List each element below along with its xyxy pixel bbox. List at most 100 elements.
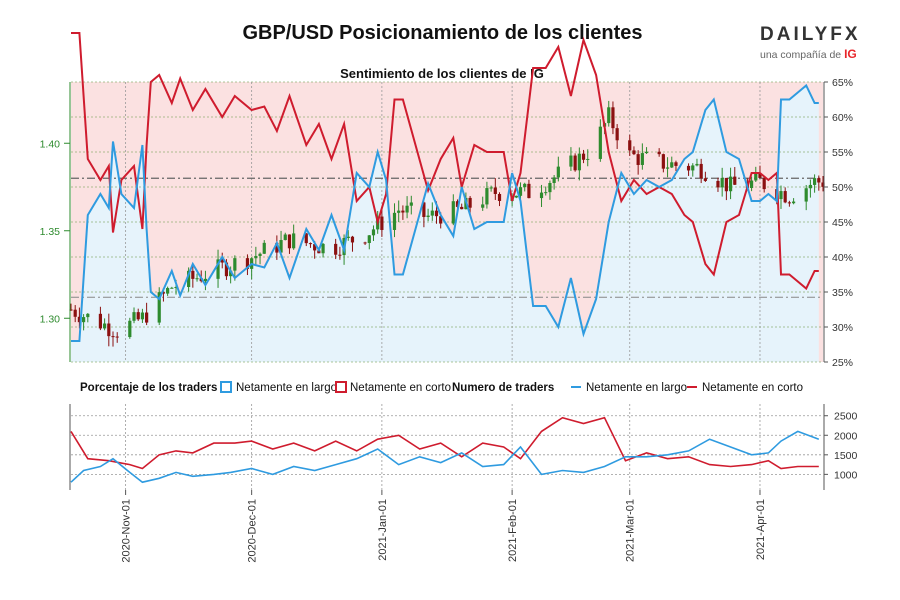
- right-tick-label: 50%: [832, 182, 853, 194]
- candle-body: [812, 178, 817, 185]
- x-tick-label: 2020-Nov-01: [121, 499, 133, 563]
- candle-body: [703, 178, 707, 181]
- right-tick-label: 45%: [832, 217, 853, 229]
- candle-body: [716, 180, 720, 188]
- candle-body: [313, 244, 317, 251]
- candle-body: [258, 253, 262, 256]
- candle-body: [430, 210, 434, 216]
- long-count-line: [70, 430, 820, 484]
- candle-body: [808, 184, 812, 189]
- candle-body: [628, 140, 632, 151]
- brand-subtitle: una compañía de IG: [760, 47, 870, 61]
- candle-body: [363, 242, 367, 244]
- candle-body: [191, 270, 195, 279]
- candle-body: [166, 288, 170, 294]
- count-tick-label: 1000: [834, 469, 858, 481]
- candle-body: [821, 182, 825, 187]
- candle-body: [724, 177, 728, 192]
- candle-body: [485, 188, 489, 205]
- count-tick-label: 1500: [834, 450, 858, 462]
- candle-body: [283, 234, 287, 241]
- candle-body: [518, 187, 523, 196]
- right-tick-label: 65%: [832, 77, 853, 89]
- short-pct-line: [71, 32, 819, 291]
- candle-body: [523, 183, 527, 188]
- candle-body: [573, 155, 577, 171]
- chart-subtitle: Sentimiento de los clientes de IG: [340, 66, 544, 81]
- candle-body: [779, 191, 783, 200]
- candle-body: [699, 163, 703, 179]
- candle-body: [233, 258, 237, 271]
- dailyfx-logo[interactable]: DAILYFX una compañía de IG: [760, 24, 870, 61]
- legend-pct-long: Netamente en largo: [236, 382, 337, 394]
- legend-long-swatch: [220, 381, 232, 393]
- candle-body: [275, 242, 279, 253]
- legend-count-title: Numero de traders: [452, 382, 554, 394]
- candle-body: [497, 193, 502, 201]
- candle-body: [556, 166, 560, 178]
- candle-body: [161, 292, 166, 294]
- candle-body: [103, 323, 107, 329]
- left-axis-ticks: 1.30 1.35 1.40: [40, 138, 70, 325]
- x-tick-label: 2021-Mar-01: [625, 499, 637, 562]
- candle-body: [350, 236, 355, 243]
- candle-body: [98, 313, 103, 329]
- ig-logo: IG: [844, 47, 857, 61]
- candle-body: [346, 236, 350, 238]
- candle-body: [216, 259, 220, 279]
- candle-body: [321, 243, 325, 254]
- long-pct-line: [71, 83, 819, 342]
- candle-body: [489, 187, 493, 189]
- candle-body: [527, 183, 531, 199]
- candle-body: [338, 254, 342, 256]
- candle-body: [426, 215, 430, 218]
- candle-body: [82, 317, 86, 323]
- candle-body: [86, 313, 90, 318]
- candle-body: [292, 233, 296, 249]
- candle-body: [279, 240, 283, 253]
- candle-body: [334, 243, 338, 255]
- x-tick-label: 2021-Apr-01: [755, 499, 767, 560]
- top-grid: [71, 81, 823, 363]
- candle-body: [401, 210, 405, 213]
- candle-body: [107, 323, 111, 337]
- candle-body: [145, 312, 149, 323]
- candle-body: [308, 243, 313, 245]
- candle-body: [434, 210, 439, 217]
- candle-body: [174, 287, 178, 289]
- count-tick-label: 2000: [834, 430, 858, 442]
- candle-body: [817, 178, 821, 183]
- candle-body: [544, 192, 548, 194]
- candle-body: [481, 204, 485, 208]
- candle-body: [657, 151, 661, 155]
- candle-body: [758, 173, 762, 178]
- candle-body: [367, 235, 371, 244]
- right-tick-label: 30%: [832, 322, 853, 334]
- candle-body: [304, 233, 308, 244]
- left-tick-label: 1.30: [40, 313, 61, 325]
- candle-body: [422, 202, 426, 218]
- candle-body: [607, 107, 611, 124]
- candle-body: [791, 201, 796, 204]
- candle-body: [380, 216, 384, 230]
- candle-body: [640, 153, 644, 165]
- candle-body: [170, 287, 174, 289]
- candle-body: [728, 176, 733, 192]
- candle-body: [77, 316, 82, 323]
- candle-body: [115, 336, 119, 338]
- candle-body: [661, 154, 665, 169]
- candle-body: [636, 154, 640, 165]
- page-title: GBP/USD Posicionamiento de los clientes: [242, 22, 643, 44]
- candle-body: [695, 163, 699, 166]
- candle-body: [611, 107, 615, 129]
- candle-body: [493, 187, 497, 194]
- candle-body: [187, 270, 191, 288]
- candle-body: [783, 191, 787, 203]
- candle-body: [632, 150, 636, 155]
- candle-body: [69, 309, 73, 311]
- candle-body: [397, 210, 401, 213]
- candle-body: [804, 188, 808, 202]
- legend-short-swatch: [335, 381, 347, 393]
- candle-body: [581, 153, 586, 160]
- count-tick-label: 2500: [834, 411, 858, 423]
